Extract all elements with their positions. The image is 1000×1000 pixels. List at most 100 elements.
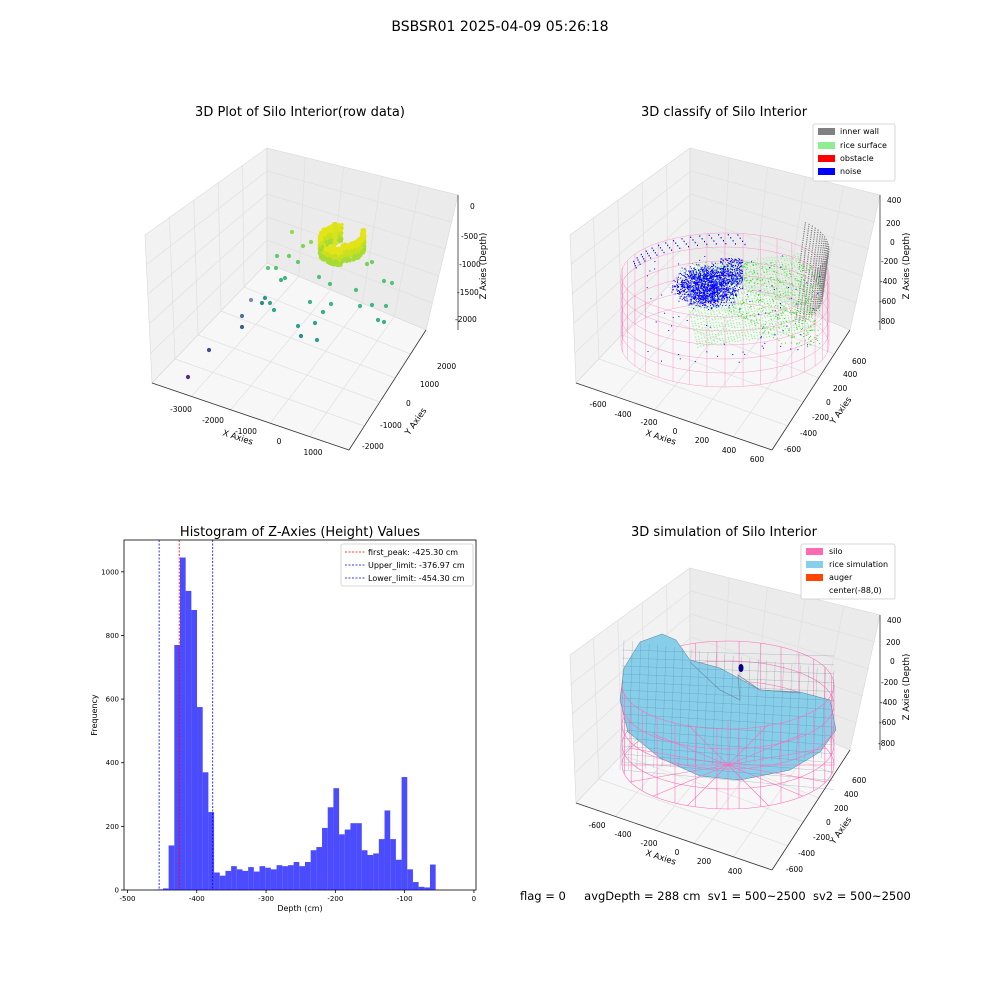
rice-surface-point (700, 271, 702, 273)
gridline (266, 193, 446, 250)
rice-surface-point (775, 302, 777, 304)
inner-wall-point (819, 296, 821, 298)
inner-wall-point (821, 283, 823, 285)
rice-surface-point (786, 284, 788, 286)
noise-point (717, 271, 719, 273)
rice-surface-point (812, 301, 814, 302)
rice-surface-point (818, 307, 820, 309)
rice-surface-point (715, 310, 717, 312)
inner-wall-point (803, 311, 805, 313)
rice-surface-point (764, 289, 766, 291)
rice-surface-point (734, 262, 736, 264)
classify-3d-title: 3D classify of Silo Interior (641, 105, 808, 120)
noise-point (700, 300, 702, 302)
noise-point (708, 266, 710, 268)
rice-surface-point (800, 302, 802, 304)
rice-surface-point (770, 315, 772, 317)
noise-point (704, 264, 706, 266)
inner-wall-point (820, 242, 823, 244)
rice-surface-point (785, 255, 787, 257)
rice-surface-point (765, 333, 767, 335)
raw-point (278, 277, 284, 283)
noise-point (716, 267, 718, 269)
rice-surface-point (717, 329, 719, 331)
rice-surface-point (767, 290, 769, 292)
rice-surface-point (786, 271, 788, 273)
inner-wall-point (808, 223, 810, 225)
raw-point (336, 249, 340, 253)
noise-point (713, 302, 715, 304)
raw-point (344, 256, 348, 260)
rice-surface-point (759, 333, 761, 335)
rice-surface-point (801, 298, 803, 300)
rice-surface-point (773, 317, 775, 319)
rice-surface-point (791, 330, 793, 332)
inner-wall-point (805, 271, 807, 273)
rice-surface-point (807, 309, 809, 311)
rice-surface-point (807, 326, 809, 328)
panel-classify-3d: 3D classify of Silo Interior -600 -400 -… (569, 105, 912, 464)
rice-surface-point (800, 345, 802, 347)
inner-wall-point (820, 279, 822, 281)
rice-surface-point (777, 278, 779, 280)
rice-surface-point (762, 266, 764, 268)
inner-wall-point (821, 251, 824, 253)
rice-surface-point (701, 277, 703, 279)
rice-surface-point (791, 335, 793, 337)
inner-wall-point (814, 251, 816, 253)
noise-point (708, 291, 710, 293)
rice-surface-point (737, 268, 739, 270)
inner-wall-point (818, 260, 820, 262)
noise-point (715, 292, 716, 294)
inner-wall-point (820, 296, 822, 298)
rice-surface-point (815, 263, 817, 265)
inner-wall-point (821, 268, 823, 270)
inner-wall-point (820, 231, 822, 233)
rice-surface-point (795, 269, 797, 271)
raw-point (298, 333, 304, 339)
inner-wall-point (824, 243, 827, 245)
rice-surface-point (701, 273, 703, 275)
rice-surface-point (790, 317, 792, 319)
rice-surface-point (745, 299, 747, 301)
inner-wall-point (819, 236, 821, 238)
rice-surface-point (797, 267, 799, 269)
inner-wall-point (814, 307, 816, 309)
raw-3d-z-tick: -500 (461, 232, 478, 241)
rice-surface-point (718, 324, 720, 326)
raw-point (326, 227, 330, 231)
rice-surface-point (691, 320, 693, 322)
raw-point (345, 260, 349, 264)
noise-point (722, 298, 724, 300)
rice-surface-point (775, 262, 777, 264)
rice-surface-point (768, 268, 770, 270)
rice-surface-point (796, 313, 797, 315)
rice-surface-point (756, 332, 758, 334)
raw-point (248, 297, 254, 303)
rice-surface-point (811, 316, 813, 318)
noise-point (721, 290, 723, 292)
rice-surface-point (753, 262, 755, 263)
rice-surface-point (803, 293, 805, 295)
rice-surface-point (730, 336, 732, 338)
inner-wall-point (817, 251, 819, 253)
rice-surface-point (803, 330, 805, 332)
rice-surface-point (751, 273, 753, 275)
rice-surface-point (795, 321, 797, 323)
rice-surface-point (808, 302, 810, 304)
gridline (220, 310, 396, 379)
raw-point (340, 226, 344, 230)
inner-wall-point (813, 276, 815, 278)
rice-surface-point (703, 320, 705, 322)
rice-surface-point (725, 328, 727, 330)
rice-surface-point (692, 325, 694, 327)
rice-surface-point (787, 291, 789, 293)
noise-point (688, 291, 690, 293)
rice-surface-point (759, 300, 761, 301)
rice-surface-point (788, 264, 790, 266)
noise-point (731, 287, 733, 289)
rice-surface-point (776, 295, 778, 297)
gridline (169, 217, 176, 360)
inner-wall-point (794, 323, 796, 325)
rice-surface-point (706, 344, 708, 346)
